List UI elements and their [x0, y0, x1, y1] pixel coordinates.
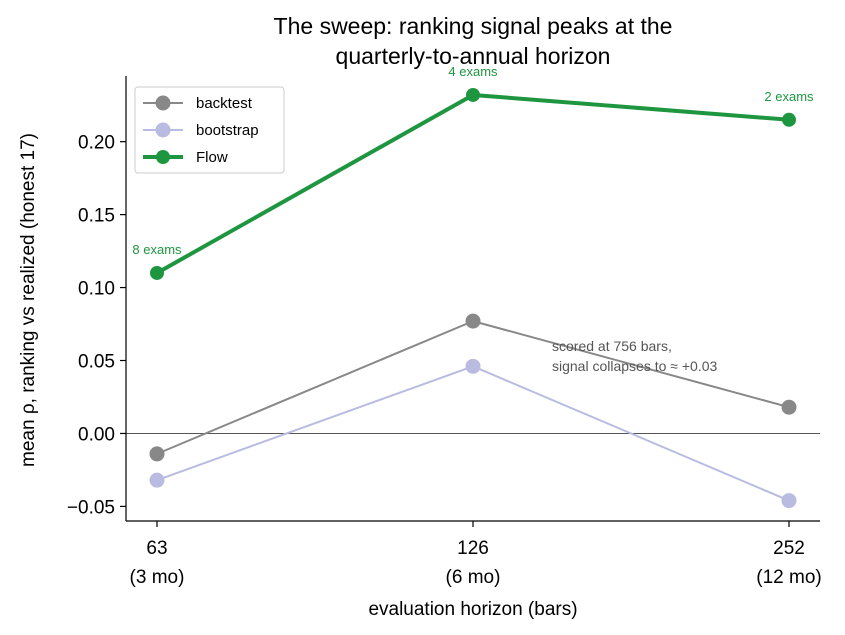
series-layer — [149, 87, 797, 509]
y-tick-label: −0.05 — [67, 497, 115, 518]
x-axis-label: evaluation horizon (bars) — [368, 599, 577, 620]
data-point-bootstrap — [781, 493, 797, 509]
chart-title-line-2: quarterly-to-annual horizon — [336, 43, 611, 69]
point-label: 8 exams — [132, 242, 182, 257]
legend-label-bootstrap: bootstrap — [196, 122, 259, 139]
legend-label-backtest: backtest — [196, 95, 253, 112]
data-point-flow — [150, 265, 164, 280]
y-tick-label: 0.15 — [78, 206, 115, 227]
legend-marker-backtest — [155, 95, 171, 111]
x-tick-sublabel: (12 mo) — [756, 567, 821, 588]
legend: backtest bootstrap Flow — [134, 86, 285, 174]
annotation-line-1: scored at 756 bars, — [552, 338, 672, 354]
legend-marker-flow — [156, 150, 170, 164]
y-tick-label: 0.10 — [78, 279, 115, 300]
y-tick-label: 0.05 — [78, 352, 115, 373]
data-point-flow — [782, 112, 796, 127]
ticks-layer: −0.05 0.00 0.05 0.10 0.15 0.20 63 (3 mo) 126 (6 m… — [67, 133, 822, 588]
data-point-bootstrap — [149, 472, 165, 488]
y-tick-label: 0.00 — [78, 424, 115, 445]
point-label: 2 exams — [764, 89, 814, 104]
annotation-line-2: signal collapses to ≈ +0.03 — [552, 358, 718, 374]
series-line-backtest — [156, 320, 790, 455]
y-tick-label: 0.20 — [78, 133, 115, 154]
legend-frame — [134, 86, 285, 174]
x-tick-label: 63 — [146, 538, 167, 559]
data-point-backtest — [781, 399, 797, 415]
x-tick-label: 126 — [457, 538, 489, 559]
legend-label-flow: Flow — [196, 149, 228, 166]
x-tick-sublabel: (3 mo) — [130, 567, 185, 588]
legend-marker-bootstrap — [155, 122, 171, 138]
x-tick-sublabel: (6 mo) — [446, 567, 501, 588]
y-axis-label: mean ρ, ranking vs realized (honest 17) — [18, 133, 39, 467]
data-point-backtest — [465, 313, 481, 329]
legend-items: backtest bootstrap Flow — [143, 95, 259, 166]
data-point-bootstrap — [465, 358, 481, 374]
data-point-backtest — [149, 446, 165, 462]
data-point-flow — [466, 87, 480, 102]
point-label: 4 exams — [448, 64, 498, 79]
point-labels-layer: 8 exams 4 exams 2 exams — [132, 64, 814, 257]
chart-title-line-1: The sweep: ranking signal peaks at the — [274, 13, 673, 39]
x-tick-label: 252 — [773, 538, 805, 559]
